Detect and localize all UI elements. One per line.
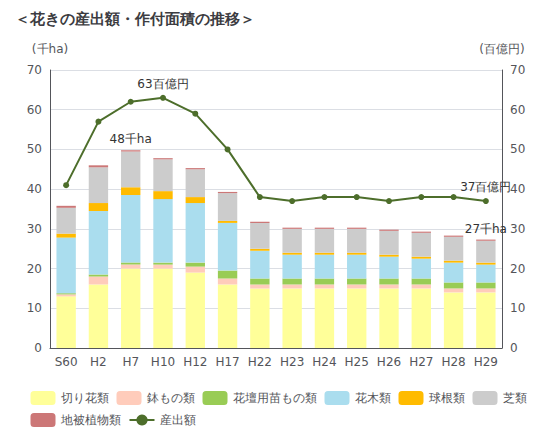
svg-text:球根類: 球根類 bbox=[429, 391, 465, 405]
svg-text:産出額: 産出額 bbox=[160, 413, 196, 427]
svg-text:花壇用苗もの類: 花壇用苗もの類 bbox=[233, 391, 317, 405]
svg-text:＜花きの産出額・作付面積の推移＞: ＜花きの産出額・作付面積の推移＞ bbox=[15, 10, 255, 28]
svg-text:(百億円): (百億円) bbox=[479, 42, 524, 56]
svg-text:20: 20 bbox=[510, 262, 525, 276]
svg-text:H7: H7 bbox=[122, 355, 139, 369]
svg-text:40: 40 bbox=[27, 182, 42, 196]
svg-text:50: 50 bbox=[510, 142, 525, 156]
svg-text:H29: H29 bbox=[474, 355, 498, 369]
svg-text:H26: H26 bbox=[377, 355, 401, 369]
svg-text:H23: H23 bbox=[280, 355, 304, 369]
svg-text:20: 20 bbox=[27, 262, 42, 276]
svg-text:60: 60 bbox=[510, 103, 525, 117]
svg-text:地被植物類: 地被植物類 bbox=[60, 413, 121, 427]
svg-text:0: 0 bbox=[510, 341, 518, 355]
svg-text:63百億円: 63百億円 bbox=[137, 77, 188, 91]
svg-text:70: 70 bbox=[510, 63, 525, 77]
svg-text:H22: H22 bbox=[248, 355, 272, 369]
svg-text:花木類: 花木類 bbox=[355, 391, 391, 405]
svg-text:60: 60 bbox=[27, 103, 42, 117]
svg-text:鉢もの類: 鉢もの類 bbox=[147, 391, 195, 405]
svg-text:30: 30 bbox=[27, 222, 42, 236]
svg-text:(千ha): (千ha) bbox=[32, 42, 68, 56]
svg-text:芝類: 芝類 bbox=[503, 391, 527, 405]
svg-text:70: 70 bbox=[27, 63, 42, 77]
svg-text:H24: H24 bbox=[312, 355, 336, 369]
svg-text:10: 10 bbox=[510, 301, 525, 315]
svg-text:H2: H2 bbox=[90, 355, 107, 369]
svg-text:50: 50 bbox=[27, 142, 42, 156]
svg-text:H10: H10 bbox=[151, 355, 175, 369]
svg-text:40: 40 bbox=[510, 182, 525, 196]
svg-text:48千ha: 48千ha bbox=[110, 132, 152, 146]
svg-text:H17: H17 bbox=[215, 355, 239, 369]
svg-text:H27: H27 bbox=[409, 355, 433, 369]
svg-text:30: 30 bbox=[510, 222, 525, 236]
svg-text:切り花類: 切り花類 bbox=[61, 391, 109, 405]
svg-text:H12: H12 bbox=[183, 355, 207, 369]
svg-text:S60: S60 bbox=[55, 355, 78, 369]
svg-text:0: 0 bbox=[34, 341, 42, 355]
svg-text:37百億円: 37百億円 bbox=[460, 180, 511, 194]
svg-text:H25: H25 bbox=[345, 355, 369, 369]
svg-text:27千ha: 27千ha bbox=[465, 222, 507, 236]
svg-text:H28: H28 bbox=[441, 355, 465, 369]
svg-text:10: 10 bbox=[27, 301, 42, 315]
